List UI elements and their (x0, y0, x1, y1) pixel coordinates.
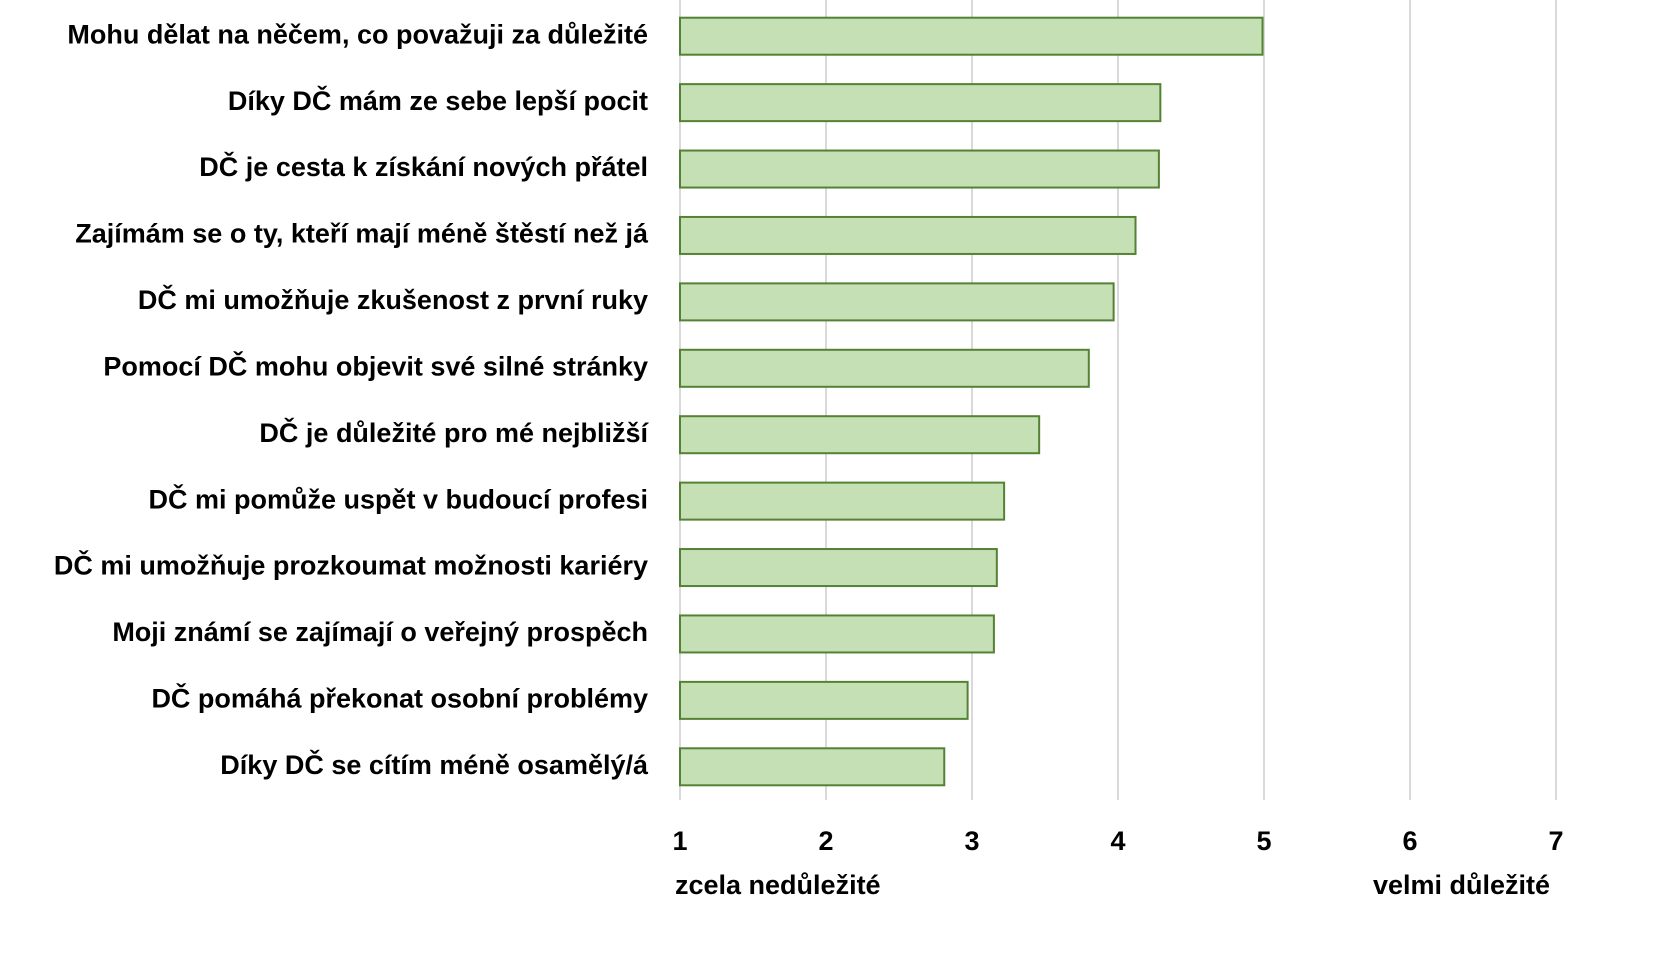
y-tick-label: Díky DČ se cítím méně osamělý/á (220, 749, 649, 780)
bar (679, 481, 1006, 521)
y-tick-label: Zajímám se o ty, kteří mají méně štěstí … (75, 219, 649, 249)
bar (679, 215, 1137, 255)
x-min-label: zcela nedůležité (675, 870, 881, 900)
x-tick-label: 2 (818, 826, 833, 856)
x-tick-label: 3 (964, 826, 979, 856)
bar (679, 747, 946, 787)
bar (679, 282, 1115, 322)
x-tick-label: 5 (1256, 826, 1271, 856)
x-tick-label: 6 (1402, 826, 1417, 856)
bar (679, 415, 1041, 455)
y-tick-label: DČ mi umožňuje zkušenost z první ruky (138, 284, 648, 315)
y-tick-label: Mohu dělat na něčem, co považuji za důle… (67, 19, 648, 49)
y-tick-label: Díky DČ mám ze sebe lepší pocit (228, 85, 648, 116)
bar (679, 548, 998, 588)
bar (679, 149, 1160, 189)
x-max-label: velmi důležité (1373, 870, 1550, 900)
y-tick-label: DČ mi umožňuje prozkoumat možnosti karié… (54, 550, 648, 581)
x-tick-label: 4 (1110, 826, 1125, 856)
x-tick-label: 7 (1548, 826, 1563, 856)
bar (679, 83, 1162, 123)
y-tick-label: DČ pomáhá překonat osobní problémy (151, 683, 648, 714)
x-tick-label: 1 (672, 826, 687, 856)
y-tick-label: DČ mi pomůže uspět v budoucí profesi (148, 483, 648, 514)
y-tick-label: Pomocí DČ mohu objevit své silné stránky (103, 350, 648, 381)
y-tick-label: DČ je cesta k získání nových přátel (199, 151, 648, 182)
bar (679, 348, 1090, 388)
y-tick-label: Moji známí se zajímají o veřejný prospěc… (112, 617, 648, 647)
bar (679, 680, 969, 720)
bar (679, 614, 995, 654)
bar (679, 16, 1264, 56)
y-tick-label: DČ je důležité pro mé nejbližší (259, 417, 649, 448)
